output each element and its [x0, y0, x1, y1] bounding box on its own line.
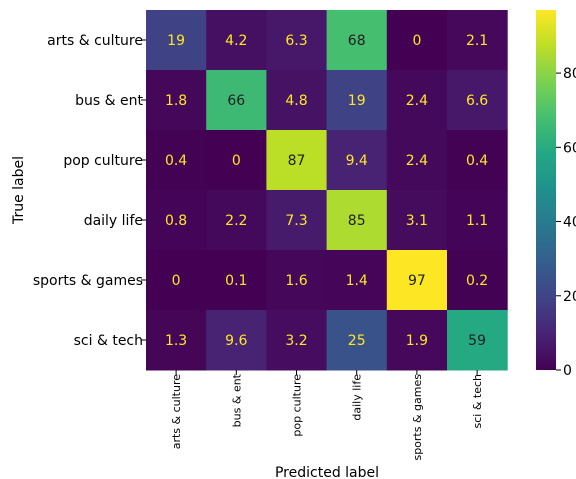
cell-value-label: 68 — [348, 33, 366, 49]
heatmap-cell — [386, 130, 448, 191]
heatmap-cell — [447, 10, 508, 71]
cell-value-label: 1.9 — [406, 333, 428, 349]
heatmap-cell — [386, 190, 448, 251]
heatmap-cell — [326, 190, 388, 251]
cell-value-label: 0 — [172, 273, 181, 289]
colorbar-gradient — [536, 10, 556, 370]
heatmap-cell — [386, 310, 448, 371]
y-tick-label: sci & tech — [74, 333, 143, 349]
heatmap-cell — [146, 70, 207, 131]
y-tick-label: bus & ent — [75, 93, 143, 109]
heatmap-cell — [206, 10, 267, 71]
heatmap-cell — [146, 190, 207, 251]
colorbar-tick-label: 0 — [563, 363, 572, 379]
heatmap-cell — [447, 190, 508, 251]
y-tick-label: daily life — [84, 213, 143, 229]
cell-value-label: 1.8 — [165, 93, 187, 109]
heatmap-cell — [266, 10, 328, 71]
cell-value-label: 6.6 — [466, 93, 488, 109]
heatmap-cell — [266, 190, 328, 251]
cell-value-label: 66 — [227, 93, 245, 109]
heatmap-cell — [447, 70, 508, 131]
colorbar-tick-label: 40 — [563, 215, 576, 231]
cell-value-label: 4.8 — [285, 93, 307, 109]
y-axis-title: True label — [11, 156, 27, 225]
colorbar-tick-label: 20 — [563, 289, 576, 305]
heatmap-cell — [266, 70, 328, 131]
cell-value-label: 25 — [348, 333, 366, 349]
heatmap-cell — [146, 250, 207, 311]
cell-value-label: 0 — [232, 153, 241, 169]
cell-value-label: 3.1 — [406, 213, 428, 229]
heatmap-cell — [386, 250, 448, 311]
heatmap-cell — [326, 250, 388, 311]
heatmap-cell — [266, 310, 328, 371]
cell-value-label: 0 — [412, 33, 421, 49]
cell-value-label: 59 — [468, 333, 486, 349]
colorbar-ticks: 0 20 40 60 80 — [556, 66, 576, 379]
heatmap-cell — [266, 250, 328, 311]
heatmap-cell — [386, 70, 448, 131]
cell-value-label: 19 — [348, 93, 366, 109]
cell-value-label: 1.4 — [346, 273, 368, 289]
heatmap-cell — [206, 190, 267, 251]
y-axis-ticks: arts & culture bus & ent pop culture daily … — [33, 33, 146, 349]
colorbar-tick-label: 60 — [563, 140, 576, 156]
cell-value-label: 7.3 — [285, 213, 307, 229]
heatmap-cell — [447, 250, 508, 311]
heatmap-cell — [146, 130, 207, 191]
cell-value-label: 87 — [288, 153, 306, 169]
heatmap-cell — [146, 310, 207, 371]
heatmap-cell — [447, 130, 508, 191]
cell-value-label: 3.2 — [285, 333, 307, 349]
y-tick-label: arts & culture — [47, 33, 143, 49]
x-tick-label: sci & tech — [471, 374, 484, 429]
x-axis-title: Predicted label — [275, 465, 379, 479]
heatmap-cell — [326, 10, 388, 71]
heatmap-cell-labels: 19 4.2 6.3 68 0 2.1 1.8 66 4.8 19 2.4 6.6 0.4 0 87 9.4 2… — [165, 33, 488, 349]
heatmap-cell — [447, 310, 508, 371]
colorbar-tick-label: 80 — [563, 66, 576, 82]
cell-value-label: 0.4 — [466, 153, 488, 169]
heatmap-cell — [326, 310, 388, 371]
colorbar — [536, 10, 556, 370]
cell-value-label: 2.1 — [466, 33, 488, 49]
cell-value-label: 0.4 — [165, 153, 187, 169]
cell-value-label: 1.1 — [466, 213, 488, 229]
x-tick-label: sports & games — [411, 374, 424, 461]
y-tick-label: sports & games — [33, 273, 143, 289]
heatmap-cell — [206, 70, 267, 131]
heatmap-cell — [386, 10, 448, 71]
x-tick-label: pop culture — [291, 374, 304, 437]
x-tick-label: bus & ent — [230, 373, 243, 427]
cell-value-label: 9.4 — [346, 153, 368, 169]
heatmap-cell — [146, 10, 207, 71]
cell-value-label: 0.8 — [165, 213, 187, 229]
heatmap-cell — [206, 250, 267, 311]
heatmap-cell — [326, 130, 388, 191]
cell-value-label: 19 — [167, 33, 185, 49]
y-tick-label: pop culture — [63, 153, 143, 169]
x-tick-label: arts & culture — [170, 374, 183, 450]
x-axis-ticks: arts & culture bus & ent pop culture daily … — [170, 370, 484, 461]
heatmap-cell — [206, 310, 267, 371]
cell-value-label: 85 — [348, 213, 366, 229]
cell-value-label: 6.3 — [285, 33, 307, 49]
cell-value-label: 2.4 — [406, 93, 428, 109]
cell-value-label: 4.2 — [225, 33, 247, 49]
cell-value-label: 1.6 — [285, 273, 307, 289]
cell-value-label: 1.3 — [165, 333, 187, 349]
heatmap-cell — [266, 130, 328, 191]
cell-value-label: 0.2 — [466, 273, 488, 289]
cell-value-label: 2.4 — [406, 153, 428, 169]
cell-value-label: 0.1 — [225, 273, 247, 289]
cell-value-label: 97 — [408, 273, 426, 289]
x-tick-label: daily life — [351, 374, 364, 421]
heatmap-cells — [146, 10, 508, 371]
heatmap-cell — [206, 130, 267, 191]
cell-value-label: 9.6 — [225, 333, 247, 349]
heatmap-cell — [326, 70, 388, 131]
cell-value-label: 2.2 — [225, 213, 247, 229]
